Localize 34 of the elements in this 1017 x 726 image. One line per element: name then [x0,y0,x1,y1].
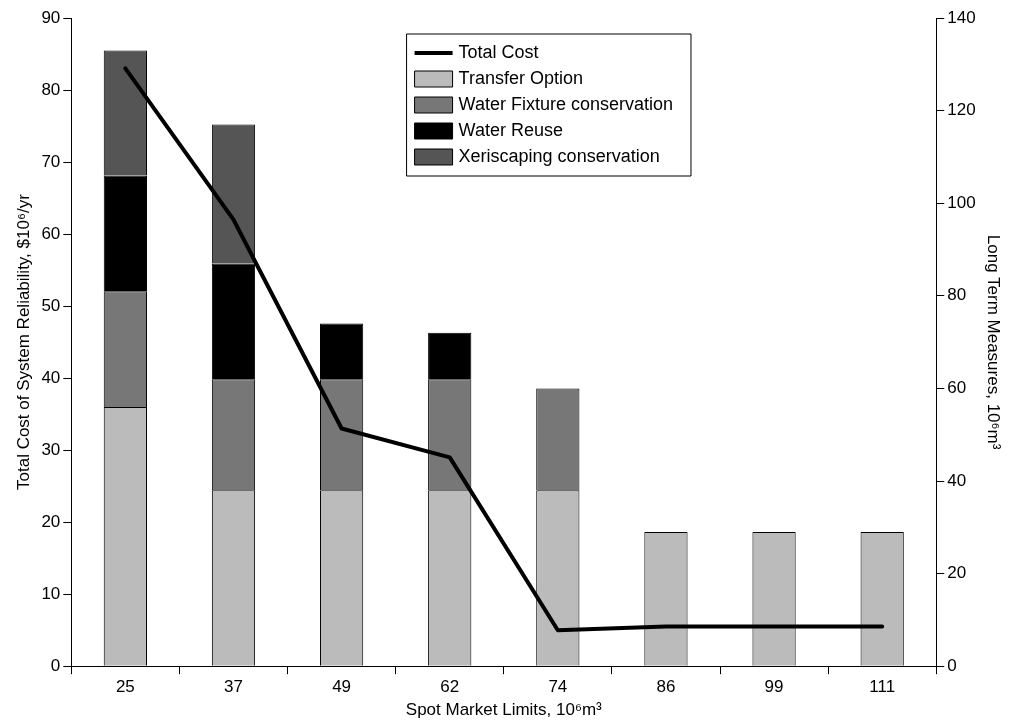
legend-label: Transfer Option [458,67,583,88]
y2-axis-title: Long Term Measures, 10⁶m³ [984,234,1004,450]
legend-label: Xeriscaping conservation [458,145,660,166]
y2-tick-label: 20 [947,563,967,583]
y2-tick-label: 80 [947,285,967,305]
y2-tick-label: 40 [947,470,967,490]
y-axis-title: Total Cost of System Reliability, $10⁶/yr [13,193,33,490]
legend-label: Water Fixture conservation [458,93,673,114]
y2-tick-label: 100 [947,192,976,212]
x-axis-title: Spot Market Limits, 10⁶m³ [405,700,603,720]
y-tick-label: 20 [41,511,61,531]
x-tick-label: 37 [224,677,243,697]
x-tick-label: 74 [548,677,568,697]
y-tick-label: 0 [50,655,61,675]
legend-label: Total Cost [458,41,539,62]
y2-tick-label: 140 [947,7,976,27]
x-tick-label: 111 [869,677,896,697]
y2-tick-label: 60 [947,378,967,398]
legend-label: Water Reuse [458,119,563,140]
y2-tick-label: 120 [947,100,976,120]
y-tick-label: 70 [41,151,61,171]
y-tick-label: 30 [41,439,61,459]
x-tick-label: 99 [764,677,784,697]
y-tick-label: 90 [41,7,61,27]
y-tick-label: 10 [41,583,61,603]
y2-tick-label: 0 [947,655,957,675]
x-tick-label: 62 [440,677,460,697]
y-tick-label: 80 [41,79,61,99]
x-tick-label: 25 [115,677,135,697]
y-tick-label: 40 [41,367,61,387]
y-tick-label: 60 [41,223,61,243]
x-tick-label: 49 [332,677,352,697]
y-tick-label: 50 [41,295,61,315]
x-tick-label: 86 [656,677,676,697]
